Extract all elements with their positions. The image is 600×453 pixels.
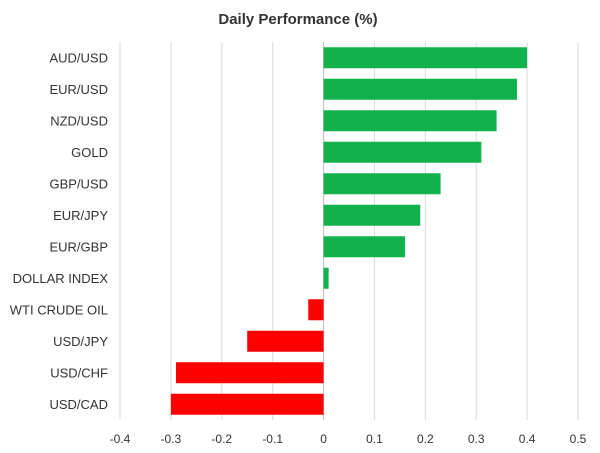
bar-usd-jpy bbox=[247, 330, 324, 352]
category-label: USD/JPY bbox=[53, 334, 108, 349]
category-label: GOLD bbox=[71, 145, 108, 160]
x-tick-label: 0.1 bbox=[366, 432, 383, 446]
category-label: DOLLAR INDEX bbox=[13, 271, 109, 286]
bar-nzd-usd bbox=[323, 110, 497, 132]
bar-usd-chf bbox=[175, 362, 324, 384]
x-tick-label: 0.5 bbox=[570, 432, 587, 446]
category-label: WTI CRUDE OIL bbox=[10, 302, 108, 317]
bar-eur-gbp bbox=[323, 236, 405, 258]
bar-gbp-usd bbox=[323, 173, 441, 195]
category-label: USD/CAD bbox=[49, 397, 108, 412]
category-label: NZD/USD bbox=[50, 113, 108, 128]
bar-aud-usd bbox=[323, 47, 528, 69]
x-tick-label: 0.2 bbox=[417, 432, 434, 446]
bar-wti-crude-oil bbox=[308, 299, 324, 321]
x-tick-label: -0.1 bbox=[262, 432, 283, 446]
bars bbox=[170, 47, 528, 415]
bar-gold bbox=[323, 141, 482, 163]
bar-eur-usd bbox=[323, 78, 517, 100]
bar-usd-cad bbox=[170, 393, 324, 415]
bar-eur-jpy bbox=[323, 204, 421, 226]
category-label: GBP/USD bbox=[49, 176, 108, 191]
x-tick-label: -0.2 bbox=[211, 432, 232, 446]
bar-dollar-index bbox=[323, 267, 329, 289]
category-labels: AUD/USD EUR/USD NZD/USD GOLD GBP/USD EUR/JPY E… bbox=[10, 50, 109, 412]
x-tick-label: 0.4 bbox=[519, 432, 536, 446]
x-tick-label: -0.3 bbox=[161, 432, 182, 446]
x-tick-label: -0.4 bbox=[110, 432, 131, 446]
category-label: EUR/JPY bbox=[53, 208, 108, 223]
gridlines bbox=[119, 42, 579, 420]
chart-title: Daily Performance (%) bbox=[218, 11, 377, 28]
category-label: USD/CHF bbox=[50, 365, 108, 380]
category-label: AUD/USD bbox=[49, 50, 108, 65]
x-tick-label: 0 bbox=[320, 432, 327, 446]
x-tick-label: 0.3 bbox=[468, 432, 485, 446]
category-label: EUR/USD bbox=[49, 82, 108, 97]
x-tick-labels: -0.4 -0.3 -0.2 -0.1 0 0.1 0.2 0.3 0.4 0.5 bbox=[110, 432, 587, 446]
category-label: EUR/GBP bbox=[49, 239, 108, 254]
